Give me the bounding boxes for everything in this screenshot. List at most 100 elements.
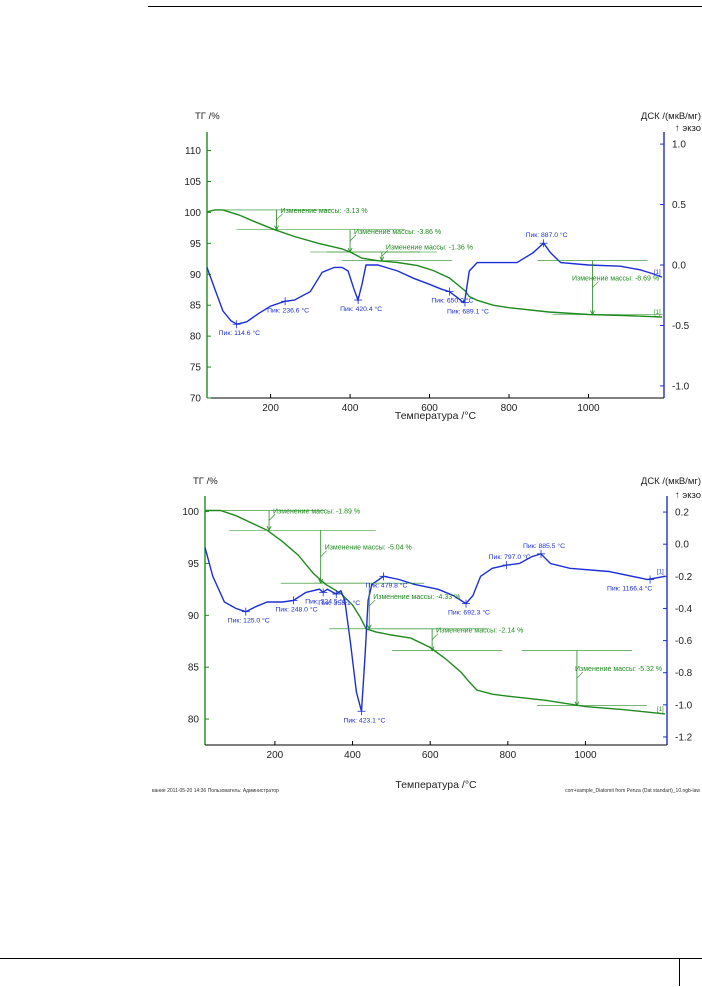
dsc-tick-label: -1.2 (675, 732, 693, 743)
mass-change-leader (576, 671, 584, 679)
x-tick-label: 600 (421, 403, 438, 414)
footer-left: вание 2011-05-20 14:36 Пользователь: Адм… (152, 788, 279, 794)
dsc-tick-label: 0.0 (672, 261, 686, 272)
x-axis-title: Температура /°C (395, 779, 477, 791)
peak-label: Пик: 692.3 °C (448, 609, 490, 617)
mass-change-label: Изменение массы: -1.36 % (386, 244, 473, 251)
dsc-curve (204, 547, 666, 712)
peak-label: Пик: 650.0 °C (431, 297, 473, 305)
x-tick-label: 200 (262, 403, 279, 414)
mass-change-leader (320, 550, 327, 557)
tg-tick-label: 80 (190, 332, 202, 343)
peak-label: Пик: 114.6 °C (219, 329, 261, 337)
mass-change-arrow (429, 646, 435, 652)
tg-tick-label: 90 (188, 611, 200, 622)
peak-label: Пик: 125.0 °C (228, 617, 270, 625)
peak-label: Пик: 1166.4 °C (607, 585, 652, 593)
x-tick-label: 1000 (577, 403, 600, 414)
tg-tick-label: 95 (190, 239, 202, 250)
x-tick-label: 600 (422, 750, 439, 761)
dsc-axis-title: ДСК /(мкВ/мг) (641, 476, 701, 487)
peak-label: Пик: 423.1 °C (343, 716, 385, 724)
mass-change-leader (592, 281, 599, 288)
mass-change-arrow (590, 310, 595, 316)
peak-label: Пик: 236.6 °C (267, 306, 309, 314)
tg-tick-label: 110 (185, 146, 201, 157)
series-end-label: [1] (657, 569, 664, 575)
mass-change-arrow (366, 624, 372, 630)
x-axis-title: Температура /°C (395, 410, 477, 422)
top-rule (148, 6, 702, 7)
tg-axis-title: ТГ /% (193, 476, 218, 487)
mass-change-leader (431, 633, 439, 640)
mass-change-label: Изменение массы: -3.13 % (281, 208, 368, 215)
peak-label: Пик: 479.8 °C (366, 581, 408, 589)
exo-label: ↑ экзо (675, 490, 701, 501)
x-tick-label: 1000 (574, 750, 597, 761)
dsc-tick-label: -0.8 (675, 668, 693, 679)
dsc-tick-label: -0.4 (675, 604, 693, 615)
x-tick-label: 400 (342, 403, 359, 414)
tg-tick-label: 85 (188, 663, 200, 674)
dsc-tick-label: -1.0 (675, 700, 693, 711)
peak-label: Пик: 358.1 °C (318, 599, 360, 607)
mass-change-leader (369, 599, 376, 607)
mass-change-leader (268, 514, 276, 521)
dsc-tick-label: 0.5 (672, 200, 686, 211)
mass-change-label: Изменение массы: -4.33 % (373, 594, 460, 601)
tg-curve (205, 509, 666, 715)
series-end-label: [1] (654, 270, 661, 276)
dsc-tick-label: 0.0 (675, 540, 689, 551)
x-tick-label: 200 (267, 750, 284, 761)
tg-tick-label: 95 (188, 559, 200, 570)
x-tick-label: 800 (501, 403, 518, 414)
mass-change-label: Изменение массы: -2.14 % (436, 628, 523, 635)
tg-tick-label: 75 (190, 363, 202, 374)
mass-change-label: Изменение массы: -8.69 % (572, 276, 659, 283)
bottom-rule (0, 958, 702, 959)
mass-change-label: Изменение массы: -3.86 % (354, 229, 441, 236)
tg-tick-label: 80 (188, 715, 200, 726)
series-end-label: [1] (657, 707, 664, 713)
dsc-tick-label: -0.2 (675, 572, 693, 583)
tg-tick-label: 85 (190, 301, 202, 312)
tg-tick-label: 100 (182, 507, 199, 518)
mass-change-label: Изменение массы: -1.89 % (273, 508, 360, 515)
dsc-tick-label: -0.6 (675, 636, 693, 647)
tg-axis-title: ТГ /% (195, 111, 220, 122)
mass-change-arrow (574, 701, 580, 707)
mass-change-leader (276, 213, 283, 221)
dsc-curve (206, 242, 663, 325)
series-end-label: [1] (654, 310, 661, 316)
dsc-axis-title: ДСК /(мкВ/мг) (641, 111, 701, 122)
exo-label: ↑ экзо (675, 123, 701, 134)
mass-change-label: Изменение массы: -5.04 % (325, 545, 412, 552)
chart-1 (206, 132, 665, 399)
peak-label: Пик: 324.5 °C (305, 597, 347, 605)
dsc-tick-label: -0.5 (672, 321, 690, 332)
peak-label: Пик: 689.1 °C (447, 307, 489, 315)
dsc-tick-label: 0.2 (675, 508, 689, 519)
tg-tick-label: 105 (184, 177, 201, 188)
tg-tick-label: 70 (190, 394, 202, 405)
footer-right: corr+sample_Diatomit from Penza (Dat sta… (565, 788, 700, 794)
peak-label: Пик: 885.5 °C (523, 542, 565, 550)
mass-change-leader (381, 250, 389, 257)
mass-change-arrow (379, 256, 385, 262)
peak-label: Пик: 887.0 °C (526, 231, 568, 239)
x-tick-label: 800 (499, 750, 516, 761)
tg-curve (206, 209, 663, 318)
peak-label: Пик: 797.0 °C (489, 553, 531, 561)
tg-tick-label: 90 (190, 270, 202, 281)
page-number-box (679, 958, 701, 986)
mass-change-leader (349, 234, 357, 242)
x-tick-label: 400 (344, 750, 361, 761)
mass-change-arrow (274, 225, 279, 231)
peak-label: Пик: 420.4 °C (340, 305, 382, 313)
chart-2 (204, 496, 668, 746)
dsc-tick-label: 1.0 (672, 140, 686, 151)
dsc-tick-label: -1.0 (672, 381, 690, 392)
peak-label: Пик: 248.0 °C (276, 605, 318, 613)
tg-tick-label: 100 (184, 208, 201, 219)
